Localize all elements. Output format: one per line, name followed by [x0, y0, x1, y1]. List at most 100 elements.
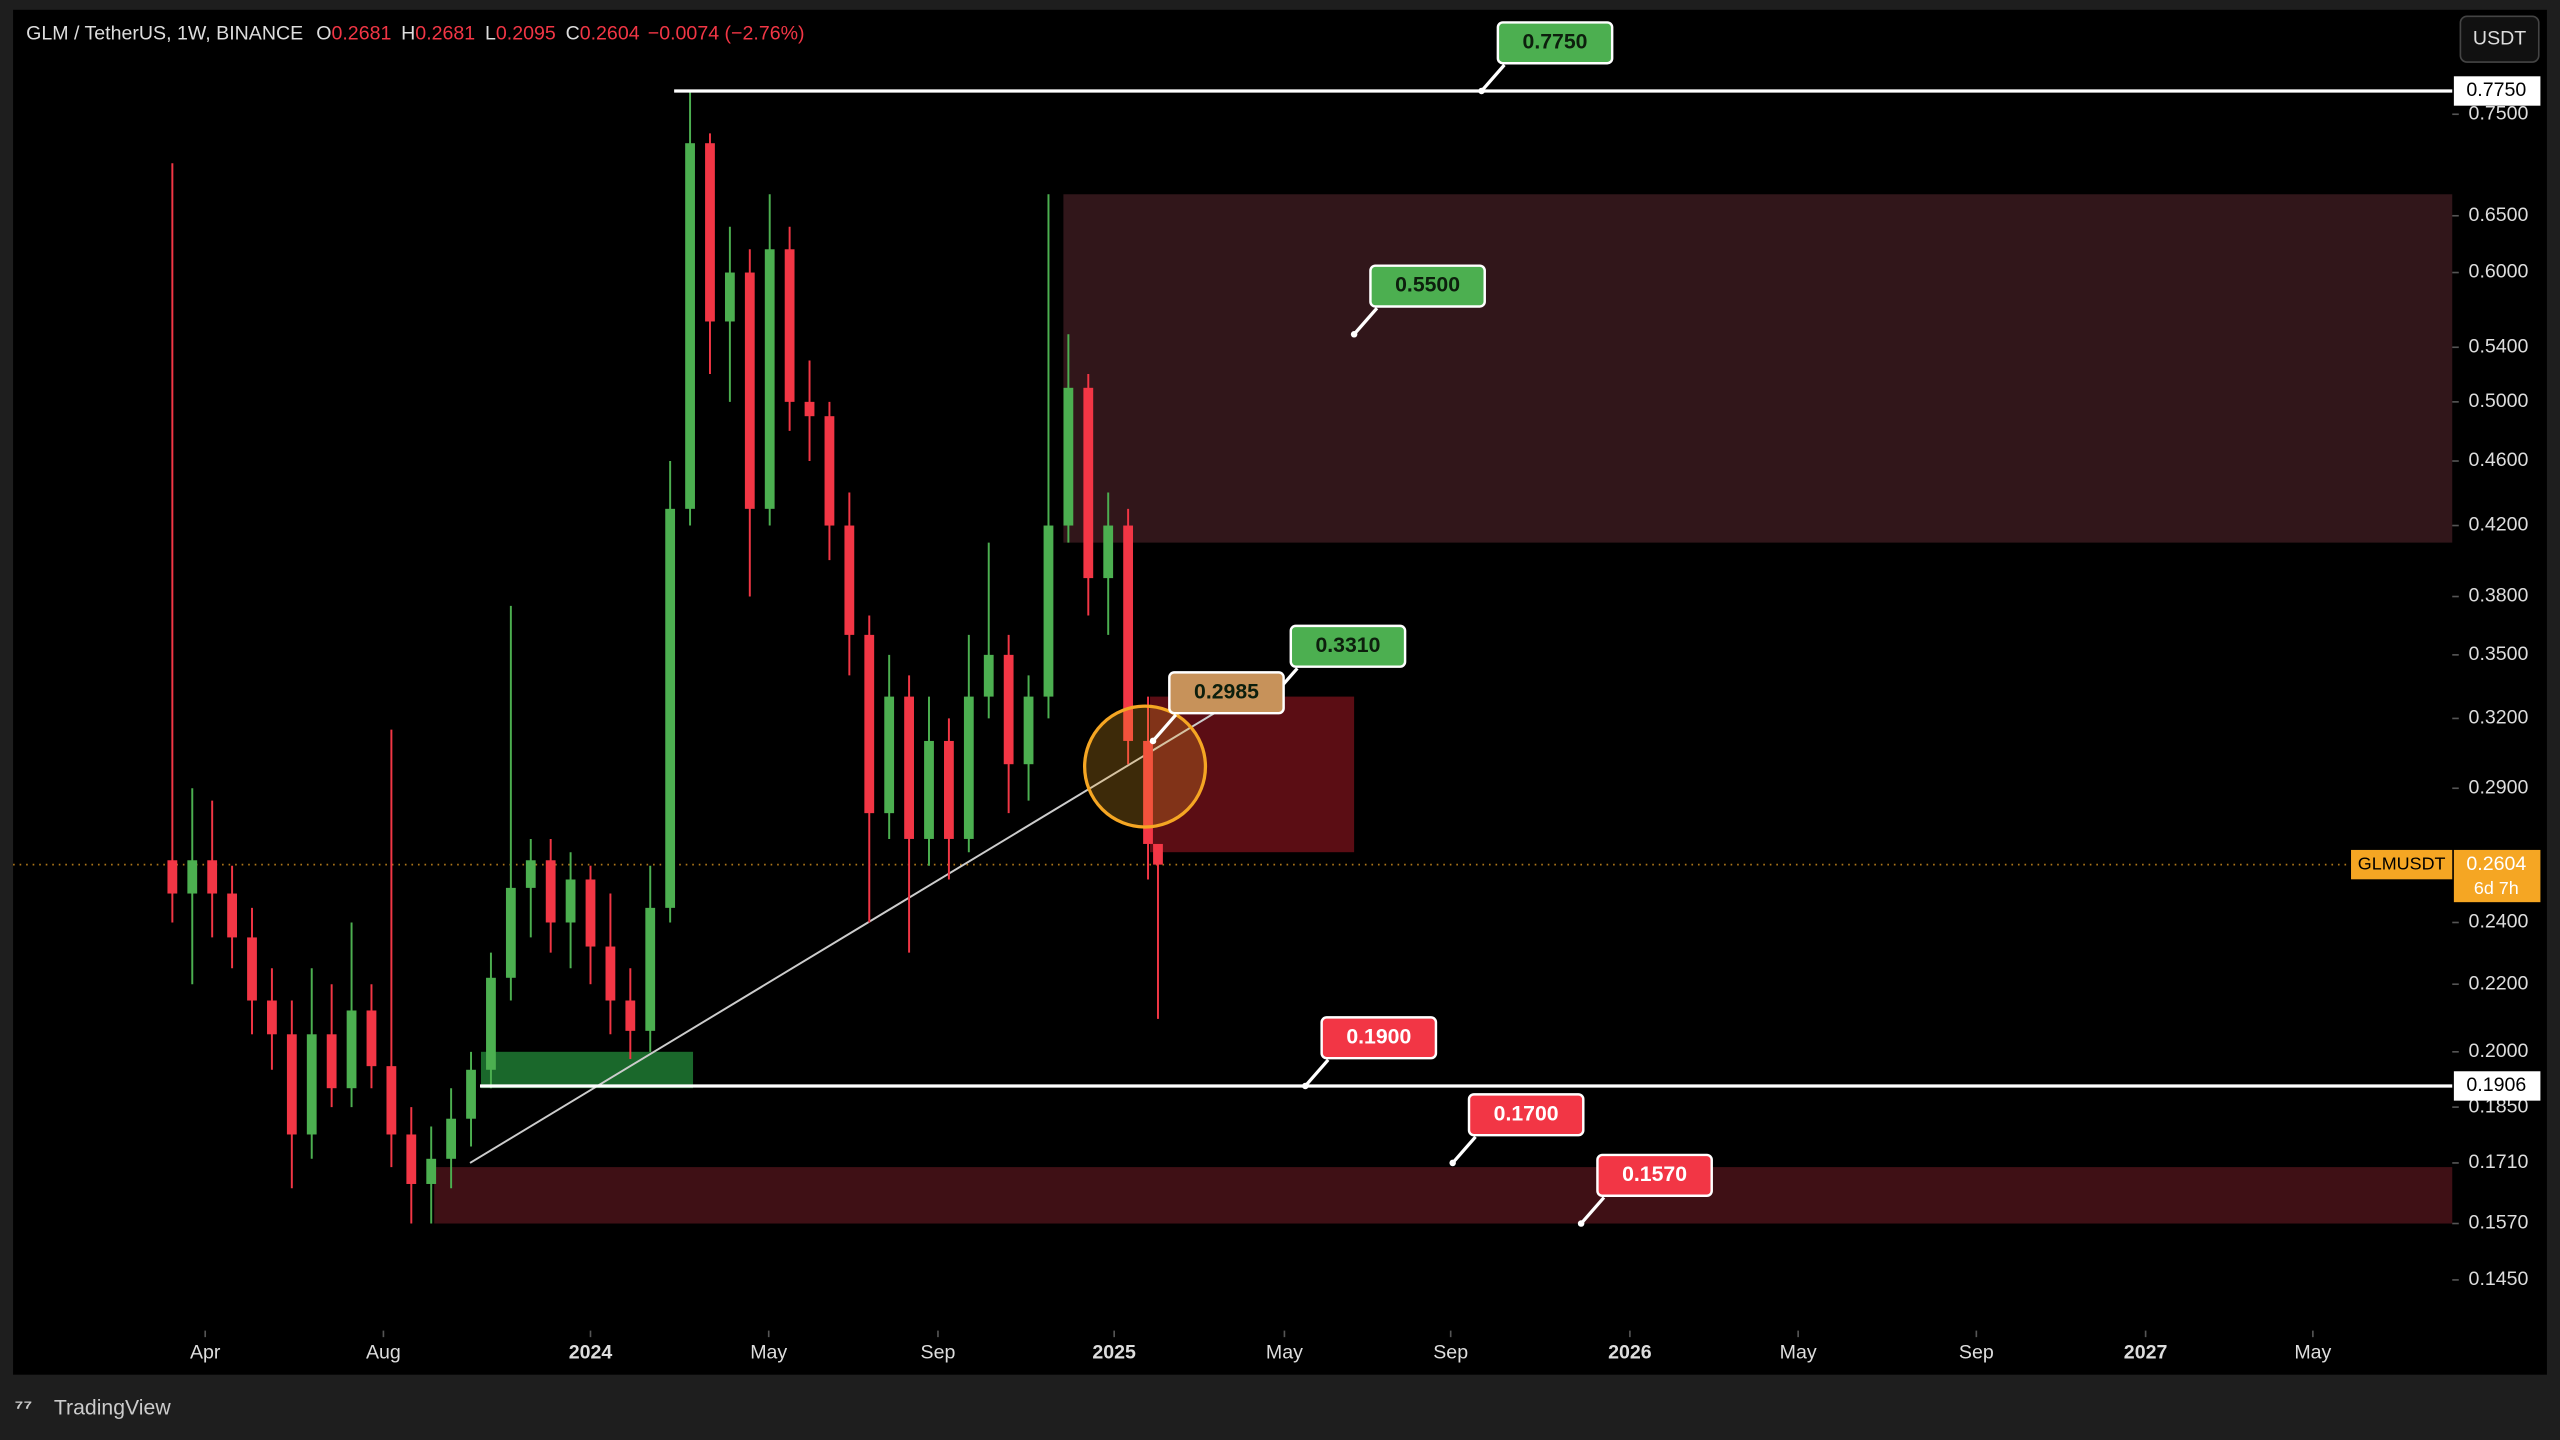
y-tick-label: 0.1570	[2469, 1212, 2529, 1234]
callout-anchor	[1149, 737, 1157, 745]
candle-body	[944, 740, 954, 839]
candle-body	[326, 1034, 337, 1089]
callout-anchor	[1449, 1159, 1456, 1167]
change: −0.0074 (−2.76%)	[648, 22, 805, 44]
currency-button[interactable]	[2459, 15, 2540, 63]
price-box	[2453, 849, 2541, 903]
zone	[1063, 194, 2453, 543]
y-tick-label: 0.6500	[2469, 204, 2529, 226]
callout-box	[1496, 21, 1614, 65]
candle-body	[1143, 740, 1153, 844]
level-label: 0.7750	[2466, 79, 2526, 101]
symbol: GLM / TetherUS, 1W, BINANCE	[26, 22, 303, 44]
candle-body	[724, 272, 735, 322]
candle-body	[346, 1010, 357, 1089]
plot-area: 0.1450 0.1570 0.1710 0.1850 0.2000 0.2200 0.24…	[13, 21, 2541, 1364]
symbol-box	[2351, 849, 2453, 880]
candle-body	[525, 860, 536, 888]
candle-body	[565, 879, 576, 923]
candle-body	[426, 1158, 437, 1184]
y-tick-label: 0.2200	[2469, 972, 2529, 994]
x-tick-label: 2025	[1092, 1342, 1136, 1364]
candle-body	[645, 907, 656, 1031]
y-tick-label: 0.7500	[2469, 102, 2529, 124]
x-tick-label: 2027	[2124, 1342, 2168, 1364]
candle-body	[685, 143, 695, 509]
x-tick-label: Sep	[921, 1342, 956, 1364]
callout-label: 0.1700	[1494, 1102, 1559, 1125]
candle-body	[1043, 525, 1054, 697]
candle-body	[824, 416, 835, 526]
y-tick-label: 0.5400	[2469, 335, 2529, 357]
brand: TradingView	[54, 1397, 171, 1420]
callout-pointer	[1451, 1135, 1477, 1165]
callout-box	[1467, 1093, 1585, 1137]
callout-label: 0.1900	[1346, 1025, 1411, 1048]
candle-body	[207, 860, 218, 894]
candle-body	[267, 1000, 277, 1035]
callout-anchor	[1350, 330, 1358, 338]
callout-box	[1320, 1016, 1438, 1060]
callout-anchor	[1302, 1082, 1309, 1090]
callout-label: 0.2985	[1194, 680, 1259, 703]
y-tick-label: 0.3800	[2469, 585, 2529, 607]
callout-label: 0.5500	[1395, 274, 1460, 297]
candle-body	[1083, 387, 1094, 579]
candle-body	[764, 249, 775, 509]
candle-body	[665, 508, 676, 908]
candle-body	[884, 696, 895, 814]
y-tick-label: 0.3500	[2469, 643, 2529, 665]
callout-anchor	[1478, 87, 1485, 95]
candle-body	[963, 696, 974, 839]
callout-pointer	[1151, 713, 1178, 743]
y-tick-label: 0.2000	[2469, 1040, 2529, 1062]
y-tick-label: 0.6000	[2469, 261, 2529, 283]
level-label-box	[2453, 76, 2541, 106]
candle-body	[1123, 525, 1134, 741]
x-tick-label: Apr	[190, 1342, 221, 1364]
candle-body	[286, 1034, 297, 1135]
candle-body	[187, 860, 198, 894]
currency[interactable]: USDT	[2473, 27, 2526, 49]
zone	[480, 1051, 694, 1089]
zone	[434, 1167, 2453, 1224]
candle-body	[366, 1010, 377, 1067]
symbol-label: GLMUSDT	[2358, 853, 2446, 873]
candle-body	[466, 1069, 476, 1119]
candle-body	[705, 143, 715, 322]
x-tick-label: May	[750, 1342, 787, 1364]
candle-body	[864, 634, 875, 814]
price-label: 0.2604	[2466, 853, 2526, 875]
ohlc-value: 0.2681	[331, 22, 391, 44]
x-tick-label: Aug	[366, 1342, 401, 1364]
chart-title: GLM / TetherUS, 1W, BINANCE O0.2681 H0.268…	[26, 22, 804, 44]
callout-box	[1596, 1153, 1713, 1197]
candle-body	[1023, 696, 1034, 765]
candle-body	[625, 1000, 636, 1031]
candle-body	[247, 937, 257, 1001]
x-tick-label: May	[1780, 1342, 1817, 1364]
x-tick-label: Sep	[1433, 1342, 1468, 1364]
candle-body	[306, 1034, 317, 1135]
y-tick-label: 0.1850	[2469, 1095, 2529, 1117]
candle-body	[505, 887, 516, 978]
y-tick-label: 0.4600	[2469, 449, 2529, 471]
callout-pointer	[1304, 1058, 1330, 1088]
level-label: 0.1906	[2466, 1074, 2526, 1096]
ohlc-value: 0.2681	[415, 22, 475, 44]
candle-body	[983, 654, 994, 697]
y-tick-label: 0.2400	[2469, 911, 2529, 933]
candle-body	[406, 1134, 417, 1184]
ohlc-value: 0.2604	[580, 22, 640, 44]
y-tick-label: 0.5000	[2469, 390, 2529, 412]
ohlc-key: H	[401, 22, 415, 44]
y-tick-label: 0.1710	[2469, 1151, 2529, 1173]
candle-body	[605, 946, 616, 1001]
y-tick-label: 0.1450	[2469, 1268, 2529, 1290]
callout-label: 0.1570	[1622, 1163, 1687, 1186]
ohlc-key: L	[485, 22, 496, 44]
callout-label: 0.7750	[1523, 30, 1588, 53]
highlight-circle	[1083, 704, 1208, 829]
callout-pointer	[1579, 1196, 1606, 1225]
